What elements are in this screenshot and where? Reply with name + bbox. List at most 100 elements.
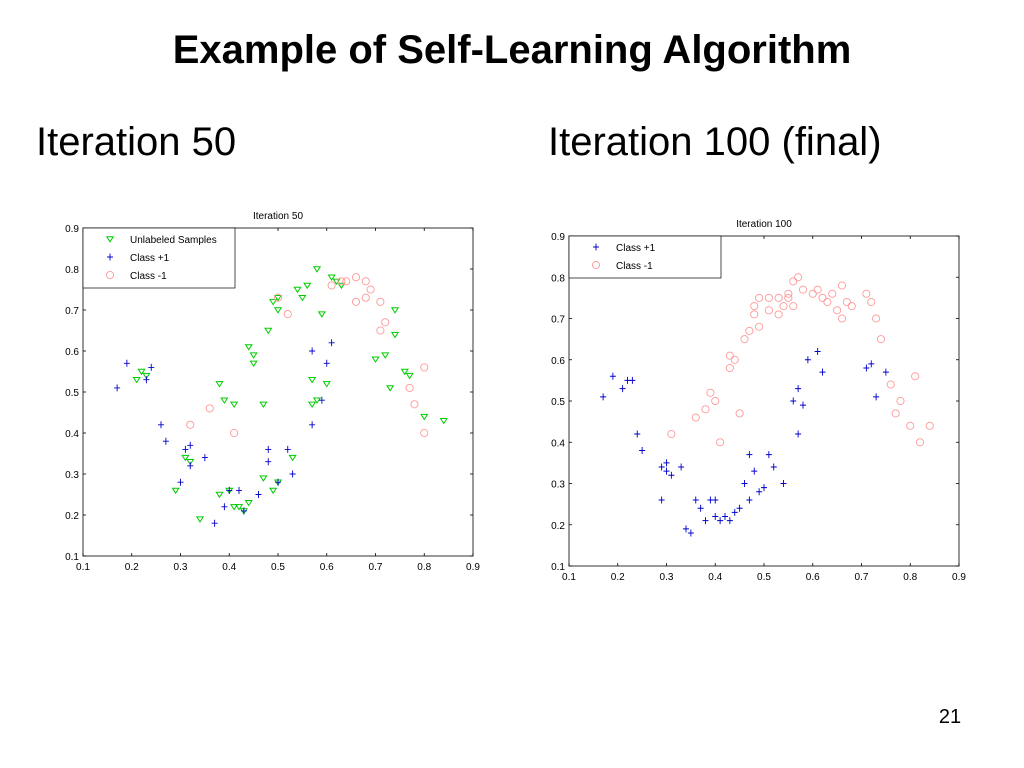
y-tick-label: 0.7 <box>65 306 79 317</box>
data-point <box>148 363 155 371</box>
data-point <box>177 478 184 486</box>
data-point <box>731 508 738 516</box>
data-point <box>351 297 361 306</box>
x-tick-label: 0.6 <box>320 562 334 573</box>
data-point <box>750 302 759 311</box>
data-point <box>255 491 262 498</box>
data-point <box>288 454 297 462</box>
data-point <box>755 293 764 302</box>
data-point <box>182 445 189 453</box>
data-point <box>629 376 636 384</box>
data-point <box>259 401 268 409</box>
data-point <box>784 289 793 298</box>
x-tick-label: 0.1 <box>562 572 576 583</box>
series-unlabeled-samples <box>132 266 448 523</box>
data-point <box>240 507 247 515</box>
data-point <box>716 438 725 447</box>
data-point <box>746 496 753 504</box>
data-point <box>800 401 806 409</box>
series-class-1 <box>186 273 429 438</box>
data-point <box>289 470 296 478</box>
data-point <box>813 285 822 294</box>
data-point <box>862 289 871 298</box>
data-point <box>327 281 336 290</box>
data-point <box>663 459 670 467</box>
data-point <box>741 480 748 487</box>
data-point <box>273 307 283 314</box>
plot-title: Iteration 100 <box>736 219 792 230</box>
x-tick-label: 0.8 <box>417 562 431 573</box>
data-point <box>137 368 146 376</box>
series-class-1 <box>667 273 934 447</box>
data-point <box>678 463 685 471</box>
slide-title: Example of Self-Learning Algorithm <box>172 28 852 72</box>
legend-marker <box>107 253 113 261</box>
legend-marker <box>105 236 115 243</box>
data-point <box>366 285 375 294</box>
data-point <box>376 297 385 306</box>
data-point <box>867 297 876 307</box>
x-tick-label: 0.1 <box>76 562 90 573</box>
data-point <box>735 409 744 418</box>
data-point <box>833 306 842 315</box>
data-point <box>273 293 283 302</box>
y-tick-label: 0.3 <box>65 470 79 481</box>
data-point <box>634 430 641 438</box>
data-point <box>823 297 832 307</box>
data-point <box>230 428 239 438</box>
data-point <box>658 496 665 504</box>
data-point <box>764 306 773 315</box>
data-point <box>701 405 710 414</box>
data-point <box>439 418 448 425</box>
series-class-1 <box>600 348 889 537</box>
data-point <box>215 491 224 499</box>
y-tick-label: 0.7 <box>551 315 565 326</box>
data-point <box>386 385 395 392</box>
data-point <box>725 363 734 373</box>
data-point <box>303 282 312 290</box>
data-point <box>312 266 322 273</box>
data-point <box>658 463 665 471</box>
data-point <box>712 496 719 504</box>
data-point <box>691 413 700 422</box>
x-tick-label: 0.8 <box>903 572 917 583</box>
data-point <box>187 462 194 470</box>
data-point <box>405 372 414 380</box>
data-point <box>600 393 607 401</box>
data-point <box>205 404 214 413</box>
data-point <box>142 372 151 380</box>
data-point <box>876 335 886 344</box>
data-point <box>911 372 920 381</box>
legend-label: Class +1 <box>616 243 656 254</box>
data-point <box>420 428 429 438</box>
data-point <box>162 437 169 445</box>
data-point <box>309 421 316 429</box>
data-point <box>273 295 283 302</box>
data-point <box>323 359 330 367</box>
scatter-plot-iteration-50: Iteration 50 0.1 0.2 0.3 0.4 0.5 0.6 0.7 0.8 0.9 0… <box>55 200 485 585</box>
data-point <box>770 463 777 471</box>
data-point <box>750 310 759 319</box>
data-point <box>683 525 689 533</box>
data-point <box>420 413 429 421</box>
data-point <box>318 396 325 404</box>
data-point <box>298 295 307 302</box>
data-point <box>795 385 802 393</box>
data-point <box>132 377 141 384</box>
legend-label: Class -1 <box>130 271 167 282</box>
y-tick-label: 0.9 <box>65 224 79 235</box>
data-point <box>740 335 749 344</box>
data-point <box>736 504 743 512</box>
data-point <box>186 459 195 466</box>
data-point <box>328 339 335 347</box>
data-point <box>236 486 242 494</box>
x-tick-label: 0.6 <box>806 572 820 583</box>
x-tick-label: 0.7 <box>369 562 383 573</box>
y-tick-label: 0.4 <box>65 429 79 440</box>
data-point <box>808 289 817 298</box>
x-tick-label: 0.5 <box>757 572 771 583</box>
data-point <box>371 356 380 363</box>
data-point <box>774 293 783 302</box>
legend-marker <box>105 270 115 280</box>
data-point <box>158 421 164 429</box>
